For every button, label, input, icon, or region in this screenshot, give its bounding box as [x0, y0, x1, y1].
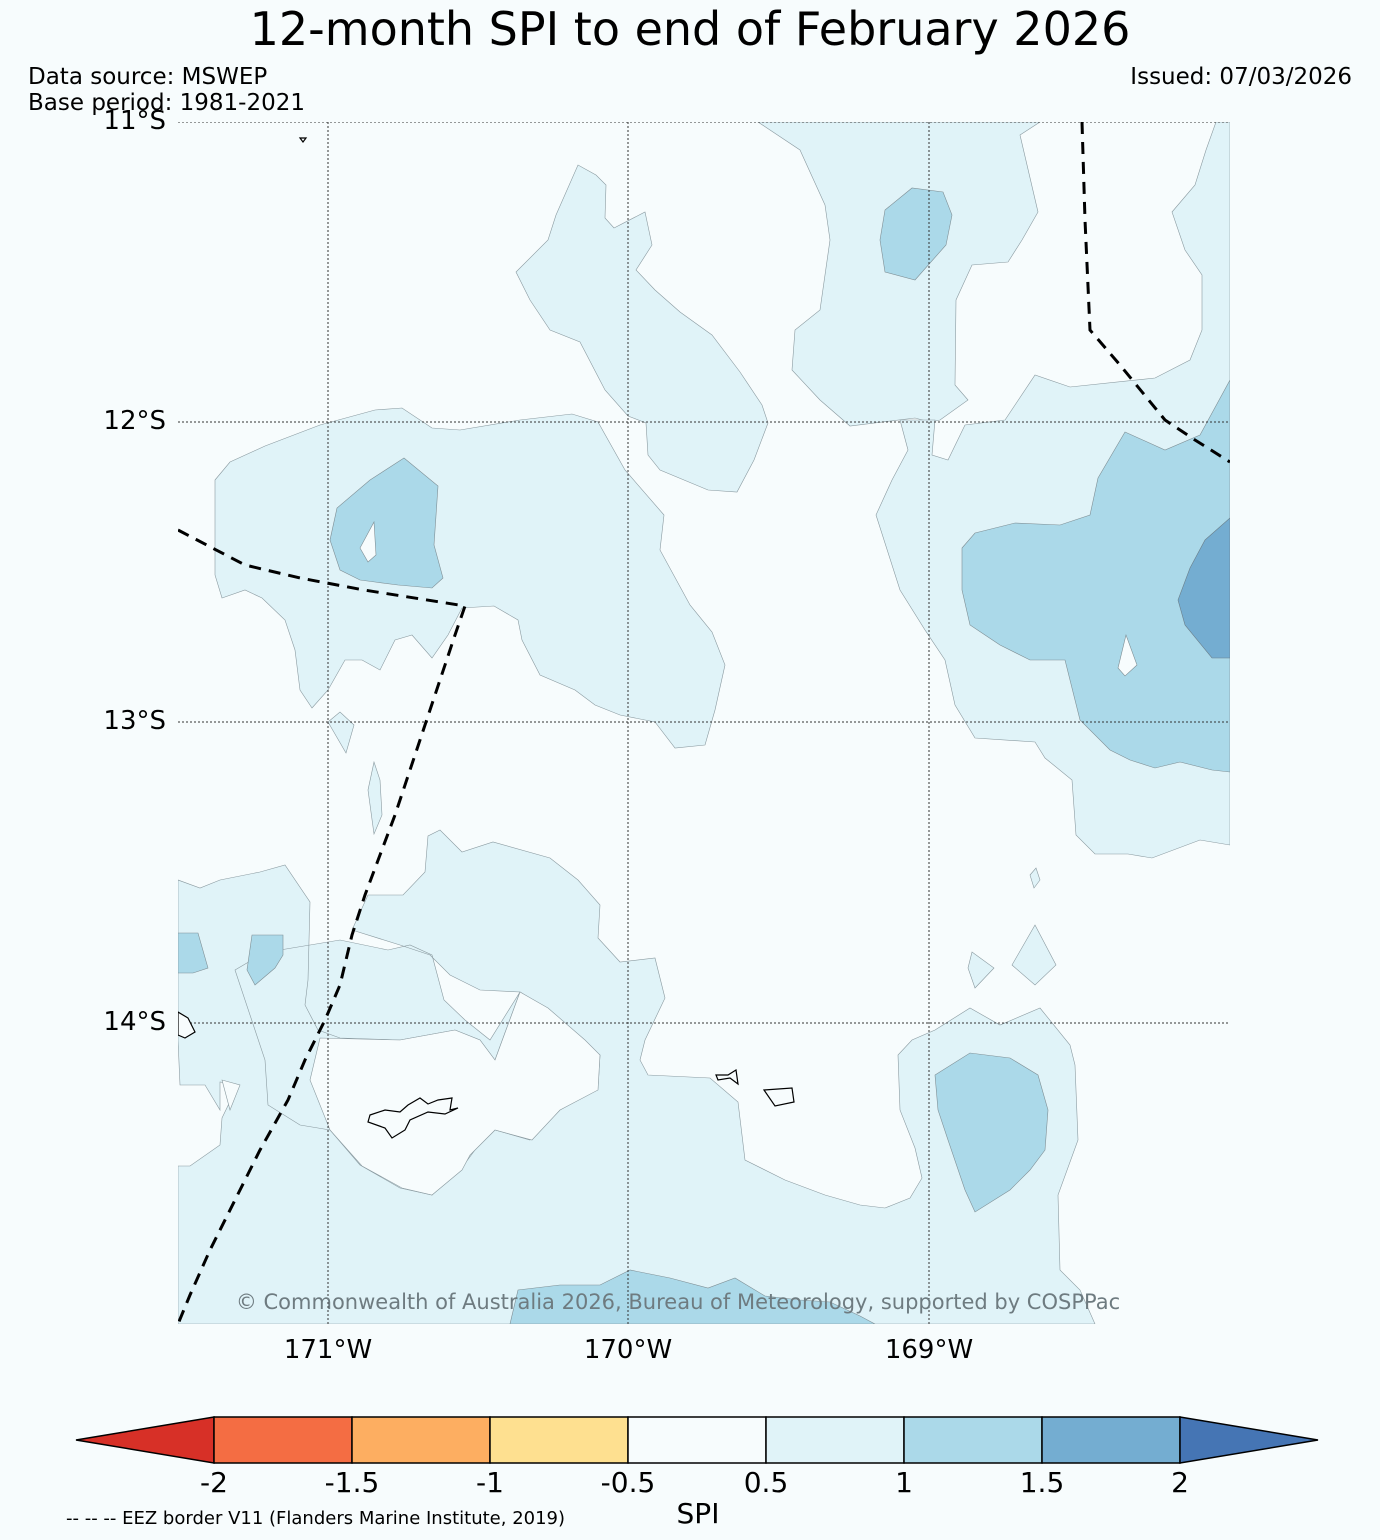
colorbar — [75, 1416, 1319, 1464]
contour-mid-west — [329, 457, 444, 589]
colorbar-tick: -1.5 — [324, 1466, 380, 1499]
contour-central-south — [178, 829, 1096, 1324]
base-period-label: Base period: 1981-2021 — [28, 90, 306, 116]
small-island-north — [298, 137, 308, 143]
lon-label: 170°W — [583, 1335, 673, 1365]
contour-west-small-1 — [178, 932, 209, 974]
issued-date-label: Issued: 07/03/2026 — [1130, 64, 1352, 90]
tutuila-island — [367, 1097, 459, 1139]
data-source-label: Data source: MSWEP — [28, 64, 268, 90]
colorbar-segment — [489, 1416, 629, 1464]
colorbar-segment — [213, 1416, 353, 1464]
contour-west-central — [214, 407, 726, 749]
contour-north-central — [515, 164, 769, 493]
contour-west-small-2 — [246, 934, 284, 986]
colorbar-segment — [1041, 1416, 1181, 1464]
contour-small-east-1 — [1029, 867, 1041, 889]
colorbar-low-extend — [75, 1416, 215, 1464]
contour-east-core — [1177, 517, 1230, 659]
lon-label: 171°W — [283, 1335, 373, 1365]
eez-border — [178, 122, 1230, 1324]
copyright-notice: © Commonwealth of Australia 2026, Bureau… — [235, 1290, 1121, 1314]
contour-mid-north — [879, 187, 953, 281]
colorbar-tick: 1 — [895, 1466, 913, 1499]
colorbar-tick: -2 — [200, 1466, 228, 1499]
colorbar-label: SPI — [676, 1497, 720, 1530]
contour-holes-2 — [359, 520, 1138, 677]
colorbar-tick: 0.5 — [743, 1466, 789, 1499]
contour-south-bottom — [509, 1269, 876, 1324]
map-title: 12-month SPI to end of February 2026 — [249, 2, 1131, 56]
lat-label: 14°S — [103, 1007, 166, 1037]
map-gridlines — [178, 122, 1230, 1324]
ofu-olosega-island — [715, 1069, 739, 1086]
contour-small-east-2 — [1011, 924, 1057, 986]
colorbar-high-extend — [1179, 1416, 1319, 1464]
lon-label: 169°W — [884, 1335, 974, 1365]
colorbar-tick: 2 — [1171, 1466, 1189, 1499]
colorbar-tick: -1 — [476, 1466, 504, 1499]
colorbar-segment — [627, 1416, 767, 1464]
map-area — [178, 122, 1230, 1324]
lat-label: 11°S — [103, 106, 166, 136]
contour-south-east — [934, 1052, 1049, 1213]
tau-island — [762, 1087, 795, 1107]
eez-legend-note: -- -- -- EEZ border V11 (Flanders Marine… — [66, 1508, 566, 1529]
colorbar-segment — [351, 1416, 491, 1464]
contour-east-large — [961, 379, 1230, 773]
spi-contours-1-1.5 — [178, 187, 1230, 1324]
colorbar-segment — [765, 1416, 905, 1464]
contour-small-2 — [367, 760, 383, 836]
samoa-coast — [178, 1011, 196, 1039]
coastlines — [178, 137, 795, 1139]
contour-small-east-3 — [967, 951, 995, 989]
lat-label: 13°S — [103, 706, 166, 736]
colorbar-tick: -0.5 — [600, 1466, 656, 1499]
lat-label: 12°S — [103, 406, 166, 436]
colorbar-segment — [903, 1416, 1043, 1464]
spi-contours-1.5-2 — [1177, 517, 1230, 659]
colorbar-tick: 1.5 — [1019, 1466, 1065, 1499]
